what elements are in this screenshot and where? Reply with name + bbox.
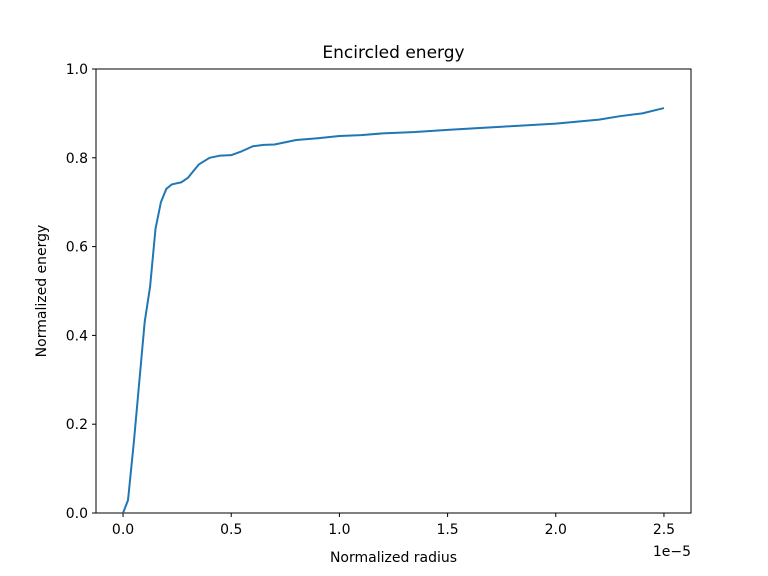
y-tick-label: 1.0: [66, 62, 88, 78]
chart-title: Encircled energy: [322, 43, 464, 63]
axes-frame: [95, 68, 692, 514]
y-tick-label: 0.0: [66, 506, 88, 522]
x-tick-label: 0.5: [220, 522, 242, 538]
x-axis-label: Normalized radius: [330, 550, 457, 566]
y-axis-label: Normalized energy: [34, 225, 50, 358]
y-tick-label: 0.6: [66, 240, 88, 256]
y-tick-label: 0.2: [66, 417, 88, 433]
y-tick-label: 0.8: [66, 151, 88, 167]
x-tick-label: 2.5: [653, 522, 675, 538]
x-tick-label: 0.0: [112, 522, 134, 538]
line-series: [122, 107, 665, 514]
y-tick-label: 0.4: [66, 328, 88, 344]
x-tick-label: 1.0: [328, 522, 350, 538]
x-tick-label: 2.0: [545, 522, 567, 538]
x-offset-label: 1e−5: [653, 544, 691, 560]
x-tick-label: 1.5: [436, 522, 458, 538]
